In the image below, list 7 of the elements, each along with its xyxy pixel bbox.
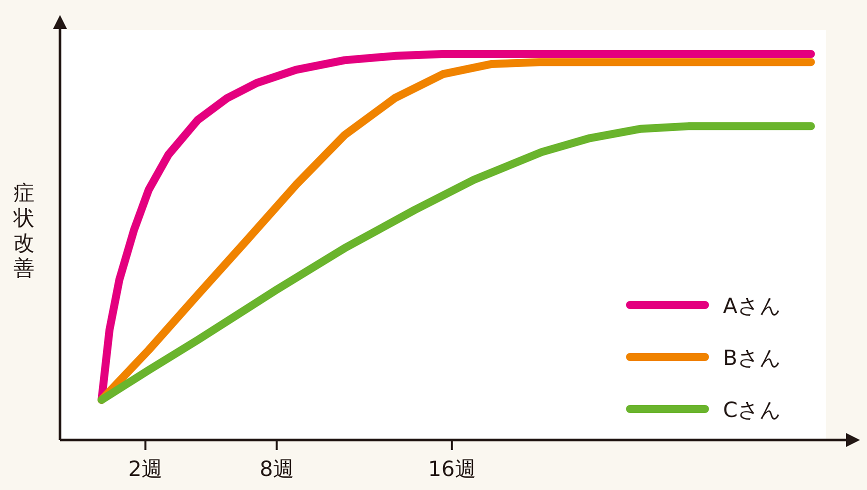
- y-axis-title: 症状改善: [12, 181, 34, 280]
- x-tick-label: 2週: [128, 457, 163, 481]
- legend-label: Bさん: [723, 346, 782, 370]
- legend-label: Aさん: [723, 294, 782, 318]
- x-tick-label: 8週: [260, 457, 294, 481]
- legend-label: Cさん: [723, 398, 782, 422]
- x-tick-label: 16週: [428, 457, 476, 481]
